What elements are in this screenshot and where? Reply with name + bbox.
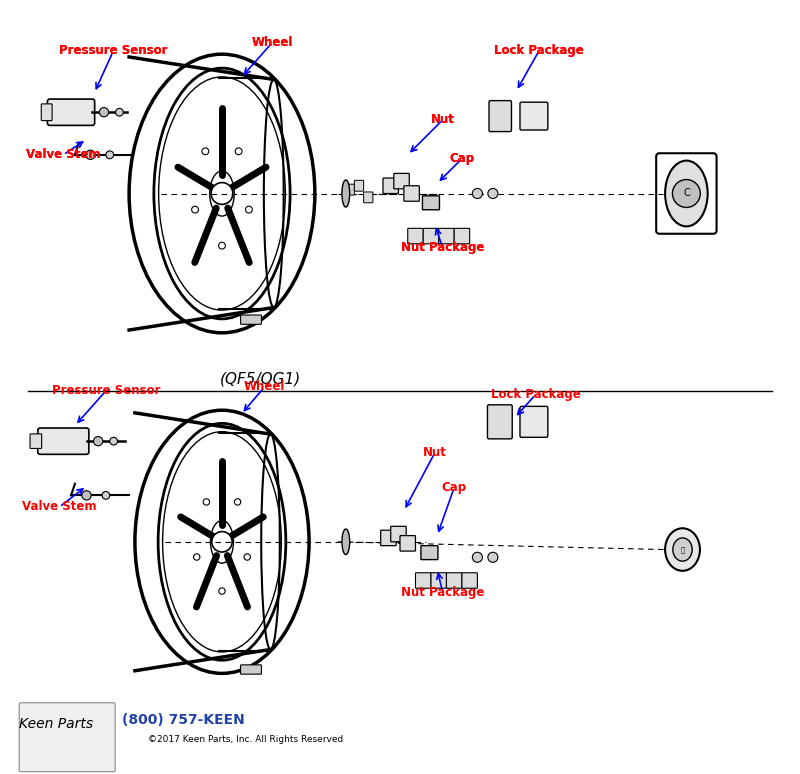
FancyBboxPatch shape xyxy=(400,536,415,551)
Ellipse shape xyxy=(106,151,114,159)
Text: C: C xyxy=(683,189,690,198)
Circle shape xyxy=(218,588,225,594)
Text: (800) 757-KEEN: (800) 757-KEEN xyxy=(122,713,245,727)
Text: Lock Package: Lock Package xyxy=(490,389,580,401)
FancyBboxPatch shape xyxy=(415,573,431,588)
Text: Nut Package: Nut Package xyxy=(401,586,484,598)
FancyBboxPatch shape xyxy=(241,315,262,324)
Ellipse shape xyxy=(673,538,692,561)
Circle shape xyxy=(192,206,198,213)
FancyBboxPatch shape xyxy=(381,530,396,546)
Text: Lock Package: Lock Package xyxy=(494,44,584,57)
Ellipse shape xyxy=(102,491,110,499)
Ellipse shape xyxy=(488,189,498,198)
Circle shape xyxy=(244,554,250,560)
Circle shape xyxy=(203,498,210,505)
Text: Wheel: Wheel xyxy=(252,36,293,49)
Ellipse shape xyxy=(472,553,482,562)
Ellipse shape xyxy=(665,161,708,226)
Circle shape xyxy=(673,180,700,207)
Ellipse shape xyxy=(94,437,102,446)
FancyBboxPatch shape xyxy=(520,406,548,437)
Ellipse shape xyxy=(82,491,91,500)
Ellipse shape xyxy=(115,108,123,116)
Ellipse shape xyxy=(665,528,700,571)
Ellipse shape xyxy=(488,553,498,562)
FancyBboxPatch shape xyxy=(30,434,42,448)
Text: Pressure Sensor: Pressure Sensor xyxy=(59,44,168,57)
Circle shape xyxy=(194,554,200,560)
FancyBboxPatch shape xyxy=(446,573,462,588)
Circle shape xyxy=(246,206,252,213)
Ellipse shape xyxy=(110,437,118,445)
FancyBboxPatch shape xyxy=(47,99,94,125)
Circle shape xyxy=(212,532,232,552)
FancyBboxPatch shape xyxy=(438,228,454,244)
Text: Pressure Sensor: Pressure Sensor xyxy=(59,44,168,57)
Ellipse shape xyxy=(342,180,350,207)
Text: Pressure Sensor: Pressure Sensor xyxy=(52,385,160,397)
FancyBboxPatch shape xyxy=(487,405,512,439)
FancyBboxPatch shape xyxy=(390,526,406,542)
Text: Nut Package: Nut Package xyxy=(401,241,484,254)
FancyBboxPatch shape xyxy=(431,573,446,588)
FancyBboxPatch shape xyxy=(422,196,439,210)
Text: Cap: Cap xyxy=(450,152,474,165)
Ellipse shape xyxy=(86,150,95,159)
Text: Valve Stem: Valve Stem xyxy=(26,149,101,161)
Text: (QF5/QG1): (QF5/QG1) xyxy=(220,372,302,387)
Text: Lock Package: Lock Package xyxy=(494,44,584,57)
FancyBboxPatch shape xyxy=(462,573,478,588)
FancyBboxPatch shape xyxy=(241,665,262,674)
Ellipse shape xyxy=(342,529,350,554)
Text: 🏎: 🏎 xyxy=(680,546,685,553)
FancyBboxPatch shape xyxy=(404,186,419,201)
Circle shape xyxy=(235,148,242,155)
FancyBboxPatch shape xyxy=(42,104,52,121)
Text: Valve Stem: Valve Stem xyxy=(22,501,97,513)
Text: Wheel: Wheel xyxy=(244,381,286,393)
Circle shape xyxy=(211,183,233,204)
Text: Valve Stem: Valve Stem xyxy=(26,149,101,161)
FancyBboxPatch shape xyxy=(364,192,373,203)
Text: Keen Parts: Keen Parts xyxy=(18,717,93,731)
FancyBboxPatch shape xyxy=(520,102,548,130)
Text: Wheel: Wheel xyxy=(252,36,293,49)
FancyBboxPatch shape xyxy=(38,428,89,454)
FancyBboxPatch shape xyxy=(345,184,354,195)
FancyBboxPatch shape xyxy=(489,101,511,132)
Text: Cap: Cap xyxy=(442,481,466,494)
Text: ©2017 Keen Parts, Inc. All Rights Reserved: ©2017 Keen Parts, Inc. All Rights Reserv… xyxy=(147,735,343,744)
FancyBboxPatch shape xyxy=(383,178,398,194)
Ellipse shape xyxy=(472,189,482,198)
FancyBboxPatch shape xyxy=(421,546,438,560)
FancyBboxPatch shape xyxy=(408,228,423,244)
FancyBboxPatch shape xyxy=(354,180,364,191)
FancyBboxPatch shape xyxy=(423,228,438,244)
FancyBboxPatch shape xyxy=(19,703,115,772)
Circle shape xyxy=(202,148,209,155)
Text: Nut: Nut xyxy=(430,114,454,126)
Ellipse shape xyxy=(99,108,109,117)
FancyBboxPatch shape xyxy=(394,173,410,189)
Text: Nut Package: Nut Package xyxy=(401,241,484,254)
Text: Nut: Nut xyxy=(430,114,454,126)
Circle shape xyxy=(218,242,226,249)
FancyBboxPatch shape xyxy=(454,228,470,244)
Text: Cap: Cap xyxy=(450,152,474,165)
Circle shape xyxy=(234,498,241,505)
Text: Nut: Nut xyxy=(423,447,446,459)
